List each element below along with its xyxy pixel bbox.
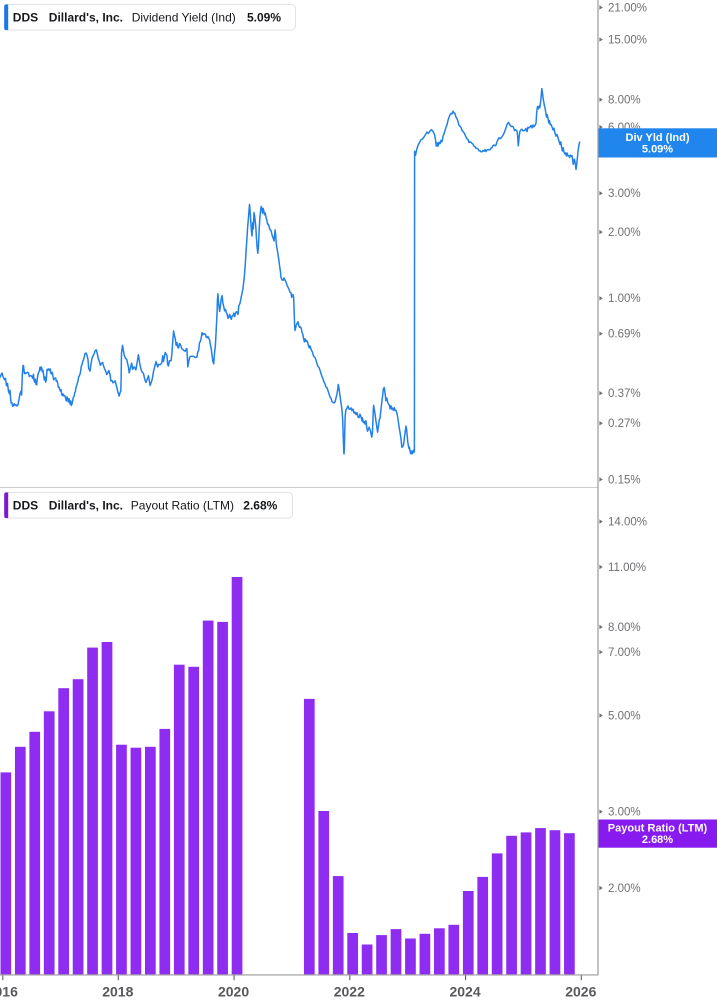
svg-text:2.68%: 2.68%: [642, 834, 673, 846]
svg-text:8.00%: 8.00%: [608, 95, 641, 107]
svg-text:3.00%: 3.00%: [608, 807, 641, 819]
svg-text:2026: 2026: [565, 983, 596, 999]
svg-text:5.09%: 5.09%: [642, 144, 673, 156]
svg-text:15.00%: 15.00%: [608, 35, 647, 47]
svg-text:0.69%: 0.69%: [608, 329, 641, 341]
svg-text:2020: 2020: [218, 983, 249, 999]
svg-text:0.15%: 0.15%: [608, 474, 641, 486]
svg-text:21.00%: 21.00%: [608, 2, 647, 14]
svg-text:7.00%: 7.00%: [608, 647, 641, 659]
svg-text:DDS: DDS: [13, 499, 38, 513]
svg-text:2.68%: 2.68%: [243, 499, 277, 513]
svg-text:Dillard's, Inc.: Dillard's, Inc.: [49, 11, 123, 25]
svg-text:14.00%: 14.00%: [608, 517, 647, 529]
svg-text:0.27%: 0.27%: [608, 418, 641, 430]
svg-text:Payout Ratio (LTM): Payout Ratio (LTM): [131, 499, 234, 513]
svg-text:5.00%: 5.00%: [608, 710, 641, 722]
svg-text:1.00%: 1.00%: [608, 293, 641, 305]
svg-text:DDS: DDS: [13, 11, 38, 25]
svg-text:0.37%: 0.37%: [608, 388, 641, 400]
svg-text:5.09%: 5.09%: [247, 11, 281, 25]
svg-text:2.00%: 2.00%: [608, 227, 641, 239]
svg-text:Div Yld (Ind): Div Yld (Ind): [626, 132, 690, 144]
svg-text:2022: 2022: [334, 983, 365, 999]
svg-text:2016: 2016: [0, 983, 18, 999]
svg-text:3.00%: 3.00%: [608, 188, 641, 200]
svg-text:Dillard's, Inc.: Dillard's, Inc.: [49, 499, 123, 513]
svg-text:2.00%: 2.00%: [608, 883, 641, 895]
svg-text:11.00%: 11.00%: [608, 562, 646, 574]
svg-text:2024: 2024: [449, 983, 480, 999]
svg-text:2018: 2018: [102, 983, 133, 999]
svg-text:8.00%: 8.00%: [608, 622, 641, 634]
svg-text:Dividend Yield (Ind): Dividend Yield (Ind): [132, 11, 236, 25]
svg-text:Payout Ratio (LTM): Payout Ratio (LTM): [608, 823, 708, 835]
